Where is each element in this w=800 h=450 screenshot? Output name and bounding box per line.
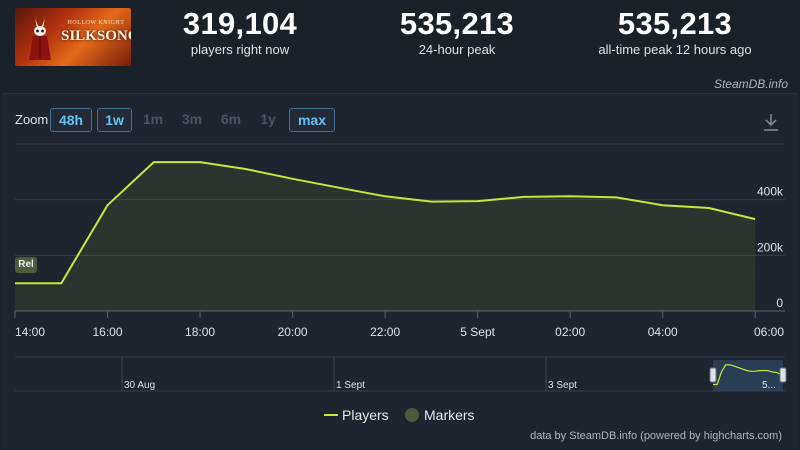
legend-item-markers[interactable]: Markers: [405, 406, 475, 424]
zoom-3m-button[interactable]: 3m: [181, 111, 203, 127]
highcharts-credit[interactable]: data by SteamDB.info (powered by highcha…: [530, 430, 782, 442]
navigator-series-line: [713, 364, 781, 386]
legend-item-players[interactable]: Players: [324, 406, 389, 424]
players-line[interactable]: [15, 161, 756, 285]
x-tick-label: 14:00: [15, 325, 45, 339]
stat-value: 319,104: [182, 6, 298, 41]
stats-header: HOLLOW KNIGHT SILKSONG 319,104 players r…: [0, 0, 800, 78]
stat-label: all-time peak 12 hours ago: [598, 42, 752, 57]
x-tick-label: 22:00: [370, 325, 400, 339]
zoom-label: Zoom: [15, 112, 49, 127]
y-tick-label: 400k: [757, 185, 784, 199]
navigator-selection[interactable]: [713, 360, 783, 391]
site-credit[interactable]: SteamDB.info: [713, 77, 788, 91]
hornet-figure-icon: [29, 18, 51, 60]
game-thumbnail[interactable]: HOLLOW KNIGHT SILKSONG: [15, 8, 131, 66]
zoom-1w-button[interactable]: 1w: [97, 108, 132, 132]
y-tick-label: 0: [776, 296, 783, 310]
navigator-label: 1 Sept: [336, 380, 365, 391]
zoom-48h-button[interactable]: 48h: [50, 108, 92, 132]
navigator-label: 3 Sept: [548, 380, 577, 391]
release-marker-badge[interactable]: Rel: [15, 257, 37, 273]
players-swatch: [324, 414, 338, 416]
gridlines: [15, 143, 785, 312]
download-icon[interactable]: [762, 112, 780, 132]
zoom-max-button[interactable]: max: [289, 108, 335, 132]
chart-panel: [2, 93, 798, 448]
zoom-6m-button[interactable]: 6m: [220, 111, 242, 127]
players-line-group[interactable]: [15, 161, 756, 285]
x-axis-ticks: 14:00 16:00 18:00 20:00 22:00 5 Sept 02:00 04:0…: [14, 311, 784, 339]
all-time-peak-stat: 535,213 all-time peak 12 hours ago: [575, 6, 775, 58]
markers-swatch: [405, 408, 419, 422]
x-tick-label: 20:00: [278, 325, 308, 339]
x-tick-label: 16:00: [93, 325, 123, 339]
stat-value: 535,213: [399, 6, 515, 41]
x-tick-label: 5 Sept: [460, 325, 495, 339]
x-tick-label: 06:00: [754, 325, 784, 339]
stat-label: 24-hour peak: [418, 42, 496, 57]
y-axis-ticks: 0 200k 400k: [757, 185, 784, 310]
legend-label: Players: [342, 407, 389, 423]
peak-24h-stat: 535,213 24-hour peak: [357, 6, 557, 58]
players-area: [15, 162, 756, 311]
players-area-fill: [15, 162, 756, 311]
stat-value: 535,213: [617, 6, 733, 41]
current-players-stat: 319,104 players right now: [140, 6, 340, 58]
navigator-right-handle[interactable]: [779, 367, 787, 383]
y-tick-label: 200k: [757, 240, 784, 254]
stat-label: players right now: [190, 42, 290, 57]
zoom-1m-button[interactable]: 1m: [142, 111, 164, 127]
navigator-label: 30 Aug: [124, 380, 155, 391]
zoom-1y-button[interactable]: 1y: [260, 111, 276, 127]
x-tick-label: 18:00: [185, 325, 215, 339]
logo-subtitle: HOLLOW KNIGHT: [67, 20, 125, 26]
navigator-left-handle[interactable]: [709, 367, 717, 383]
legend-label: Markers: [424, 407, 475, 423]
x-tick-label: 02:00: [555, 325, 585, 339]
x-tick-label: 04:00: [648, 325, 678, 339]
logo-title: SILKSONG: [61, 28, 131, 44]
navigator[interactable]: 30 Aug 1 Sept 3 Sept 5...: [15, 356, 787, 392]
navigator-label: 5...: [762, 380, 776, 391]
